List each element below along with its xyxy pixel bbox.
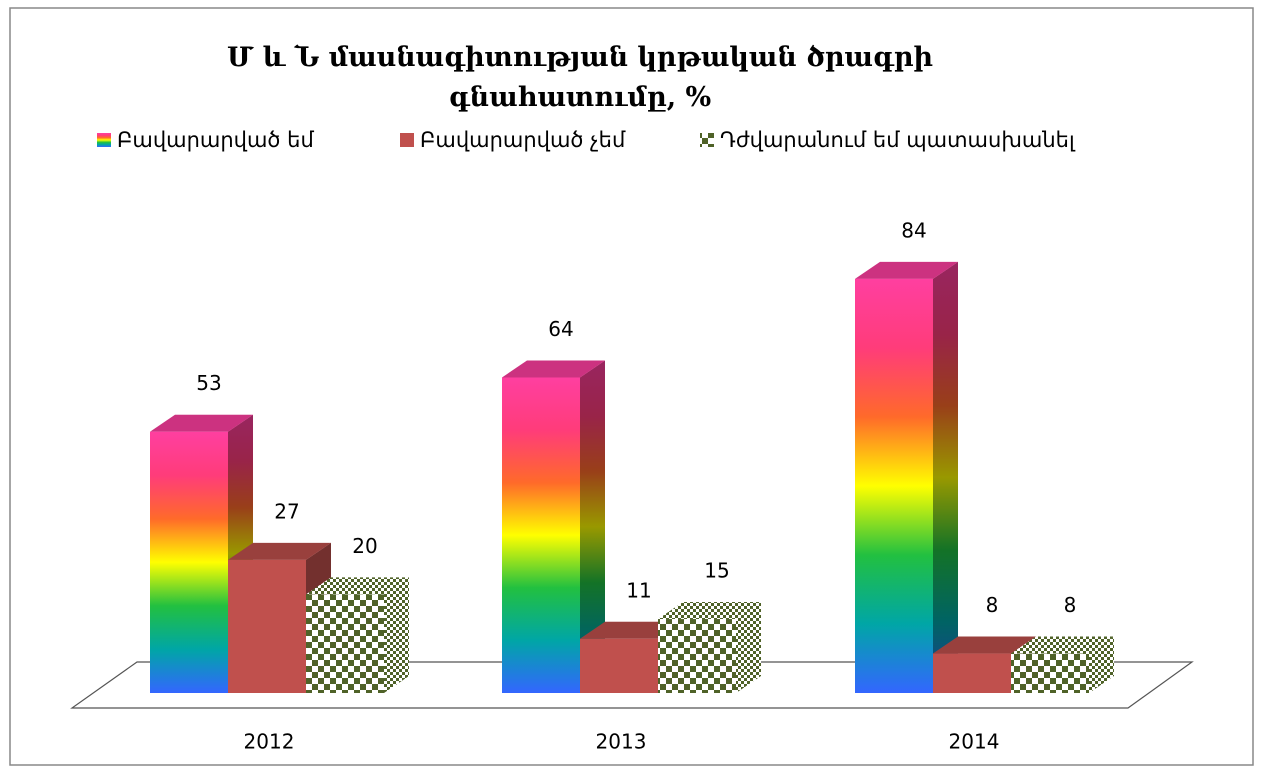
bar-top-shade	[855, 261, 958, 279]
bar-front	[933, 653, 1011, 693]
bar	[502, 360, 605, 693]
bar-top-shade	[502, 360, 605, 378]
data-label: 8	[986, 593, 999, 617]
bar-top	[855, 261, 958, 279]
legend-swatch	[400, 133, 414, 147]
bar-front	[306, 594, 384, 693]
bar-top-shade	[150, 414, 253, 432]
bar-top	[580, 621, 683, 639]
x-tick-label: 2012	[244, 730, 295, 754]
bar-front	[150, 431, 228, 693]
bar	[306, 577, 409, 693]
bar-top	[1011, 636, 1114, 654]
legend-label: Դժվարանում եմ պատասխանել	[720, 128, 1076, 152]
bar-front	[1011, 653, 1089, 693]
data-label: 20	[352, 534, 377, 558]
bar-side	[1089, 636, 1114, 693]
legend-swatch	[97, 133, 111, 147]
bar	[855, 261, 958, 693]
bar-top	[306, 577, 409, 595]
data-label: 84	[901, 218, 926, 242]
legend-label: Բավարարված եմ	[117, 128, 314, 152]
bar-side	[933, 261, 958, 693]
bar-front	[658, 619, 736, 693]
data-label: 53	[196, 371, 221, 395]
bar	[658, 602, 761, 693]
bar-top	[228, 542, 331, 560]
bar-top-shade	[933, 636, 1036, 654]
legend-swatch	[700, 133, 714, 147]
bar-top	[658, 602, 761, 620]
bar-side	[580, 360, 605, 693]
bar-side-shade	[933, 261, 958, 693]
bar	[1011, 636, 1114, 693]
chart-title: Մ և Ն մասնագիտության կրթական ծրագրի գնահ…	[226, 42, 934, 113]
x-tick-label: 2013	[596, 730, 647, 754]
data-label: 64	[548, 317, 573, 341]
bar-side	[384, 577, 409, 693]
bar-top	[933, 636, 1036, 654]
bar-top-shade	[580, 621, 683, 639]
bar-front	[502, 377, 580, 693]
data-label: 8	[1064, 593, 1077, 617]
x-tick-label: 2014	[949, 730, 1000, 754]
frame	[9, 7, 1254, 766]
data-label: 15	[704, 559, 729, 583]
data-label: 11	[626, 578, 651, 602]
bar-front	[580, 638, 658, 693]
bar-front	[228, 559, 306, 693]
bar-side	[736, 602, 761, 693]
bar-top-shade	[228, 542, 331, 560]
legend-label: Բավարարված չեմ	[420, 128, 626, 152]
bar-top	[150, 414, 253, 432]
bar-front	[855, 278, 933, 693]
data-label: 27	[274, 499, 299, 523]
bar-side-shade	[580, 360, 605, 693]
bar-top	[502, 360, 605, 378]
